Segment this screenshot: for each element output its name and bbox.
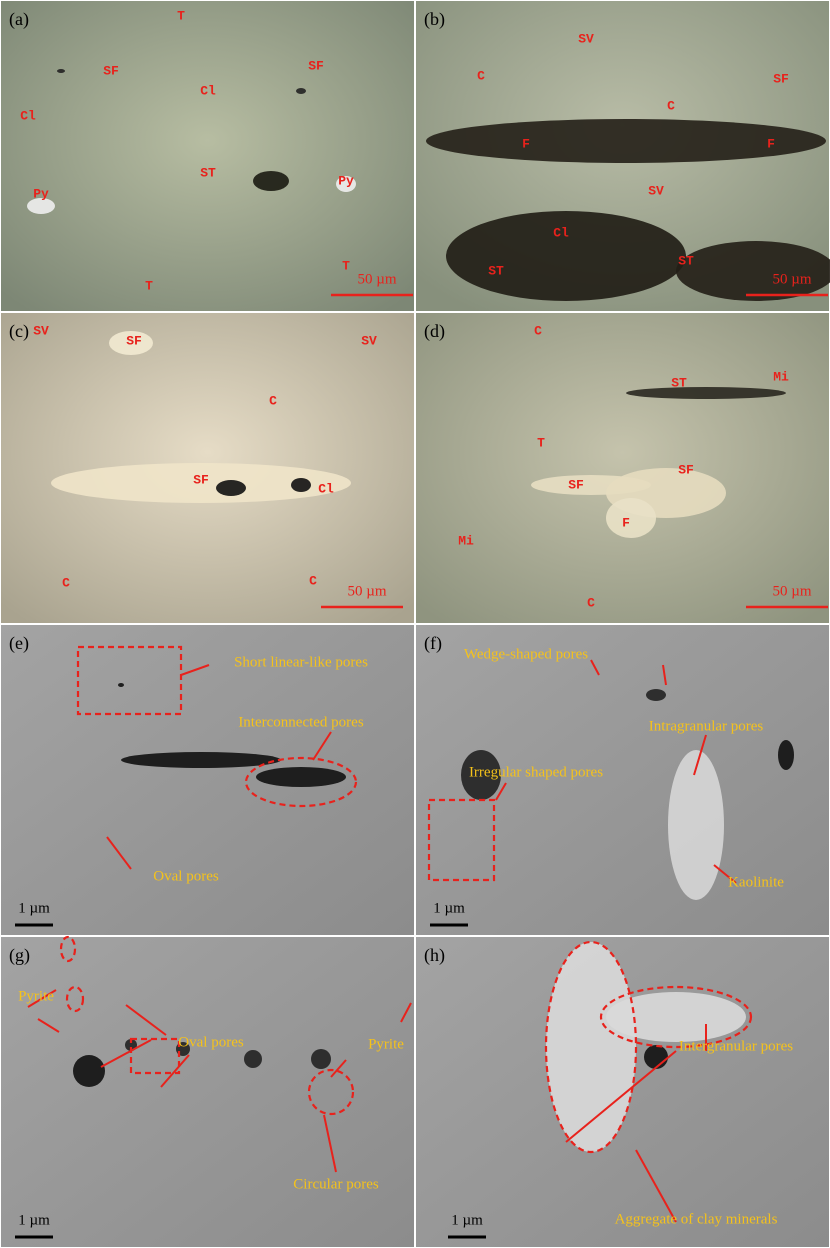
- annotation: Pyrite: [18, 988, 54, 1004]
- annotation: SV: [361, 333, 377, 348]
- feature: [626, 387, 786, 399]
- annotation: Oval pores: [153, 868, 219, 884]
- annotation: ST: [200, 165, 216, 180]
- feature: [644, 1045, 668, 1069]
- panel-label: (e): [9, 633, 29, 654]
- annotation: SV: [33, 323, 49, 338]
- annotation: Mi: [458, 533, 474, 548]
- annotation: Cl: [553, 225, 569, 240]
- scale-label: 50 µm: [772, 583, 811, 599]
- annotation: SF: [193, 472, 209, 487]
- micrograph: [416, 313, 829, 623]
- feature: [606, 498, 656, 538]
- panel: T SF SF Cl Cl ST Py Py T T (a) 50 µm: [1, 1, 414, 311]
- micrograph: [1, 625, 414, 935]
- scale-label: 1 µm: [18, 900, 50, 916]
- feature: [57, 69, 65, 73]
- scale-label: 1 µm: [433, 900, 465, 916]
- panel-label: (b): [424, 9, 445, 30]
- annotation: SF: [126, 333, 142, 348]
- panel: SV C SF C F F SV Cl ST ST (b) 50 µm: [416, 1, 830, 311]
- annotation: Cl: [20, 108, 36, 123]
- feature: [646, 689, 666, 701]
- annotation: ST: [488, 263, 504, 278]
- annotation: SF: [773, 71, 789, 86]
- figure: TSFSFClClSTPyPyTT(a)50 µmSVCSFCFFSVClSTS…: [0, 0, 830, 1248]
- panel-label: (g): [9, 945, 30, 966]
- panel: C Mi ST T SF SF F Mi C (d) 50 µm: [416, 313, 829, 623]
- feature: [668, 750, 724, 900]
- annotation: F: [522, 136, 530, 151]
- annotation: Py: [33, 186, 49, 201]
- feature: [253, 171, 289, 191]
- annotation: SV: [578, 31, 594, 46]
- annotation: Oval pores: [178, 1034, 244, 1050]
- scale-label: 50 µm: [347, 583, 386, 599]
- annotation: Circular pores: [293, 1176, 379, 1192]
- annotation: Interconnected pores: [238, 714, 364, 730]
- scale-label: 1 µm: [451, 1212, 483, 1228]
- annotation: Short linear-like pores: [234, 654, 368, 670]
- annotation: T: [177, 8, 185, 23]
- feature: [426, 119, 826, 163]
- annotation: SF: [308, 58, 324, 73]
- feature: [311, 1049, 331, 1069]
- annotation: C: [62, 575, 70, 590]
- panel-label: (a): [9, 9, 29, 30]
- annotation: SF: [568, 477, 584, 492]
- annotation: Pyrite: [368, 1036, 404, 1052]
- feature: [244, 1050, 262, 1068]
- annotation: Mi: [773, 369, 789, 384]
- annotation: ST: [671, 375, 687, 390]
- feature: [296, 88, 306, 94]
- annotation: Kaolinite: [728, 874, 784, 890]
- panel: SV SF SV C SF Cl C C (c) 50 µm: [1, 313, 414, 623]
- annotation: Cl: [318, 481, 334, 496]
- panel-label: (f): [424, 633, 442, 654]
- annotation: C: [667, 98, 675, 113]
- annotation: F: [767, 136, 775, 151]
- panel-label: (d): [424, 321, 445, 342]
- feature: [606, 992, 746, 1042]
- annotation: Py: [338, 173, 354, 188]
- annotation: F: [622, 515, 630, 530]
- annotation: SV: [648, 183, 664, 198]
- annotation: C: [269, 393, 277, 408]
- micrograph: [1, 1, 414, 311]
- annotation: Intergranular pores: [679, 1038, 793, 1054]
- panel: Wedge-shaped pores Intragranular pores Irr…: [416, 625, 829, 935]
- feature: [118, 683, 124, 687]
- feature: [778, 740, 794, 770]
- annotation: C: [477, 68, 485, 83]
- feature: [256, 767, 346, 787]
- annotation: Wedge-shaped pores: [464, 646, 588, 662]
- panel-label: (h): [424, 945, 445, 966]
- feature: [73, 1055, 105, 1087]
- annotation: ST: [678, 253, 694, 268]
- annotation: SF: [678, 462, 694, 477]
- annotation: C: [534, 323, 542, 338]
- annotation: T: [342, 258, 350, 273]
- annotation: T: [145, 278, 153, 293]
- scale-label: 50 µm: [772, 271, 811, 287]
- feature: [291, 478, 311, 492]
- feature: [216, 480, 246, 496]
- annotation: C: [587, 595, 595, 610]
- panel: Short linear-like pores Interconnected po…: [1, 625, 414, 935]
- annotation: Intragranular pores: [649, 718, 764, 734]
- annotation: Aggregate of clay minerals: [615, 1211, 778, 1227]
- panel: Pyrite Oval pores Pyrite Circular pores (g) 1…: [1, 937, 414, 1247]
- scale-label: 50 µm: [357, 271, 396, 287]
- annotation: Cl: [200, 83, 216, 98]
- annotation: C: [309, 573, 317, 588]
- annotation: Irregular shaped pores: [469, 764, 603, 780]
- annotation: SF: [103, 63, 119, 78]
- feature: [121, 752, 281, 768]
- panel: Intergranular pores Aggregate of clay min…: [416, 937, 829, 1247]
- scale-label: 1 µm: [18, 1212, 50, 1228]
- annotation: T: [537, 435, 545, 450]
- panel-label: (c): [9, 321, 29, 342]
